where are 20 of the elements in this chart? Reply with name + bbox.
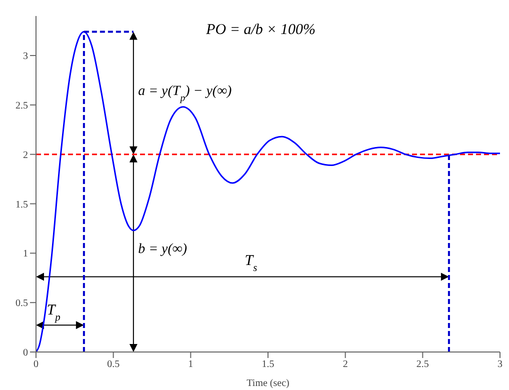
- x-tick-label: 2.5: [416, 359, 429, 370]
- y-tick-label: 0.5: [16, 298, 28, 310]
- annotation: T$_{s}$: [244, 253, 258, 274]
- y-tick-label: 0: [23, 348, 28, 359]
- x-tick-label: 0.5: [107, 359, 120, 370]
- y-tick-label: 1: [23, 248, 28, 260]
- annotation: PO = a/b × 100%: [205, 22, 316, 38]
- annotation: a = y(T$_{p}$) − y(∞): [138, 84, 232, 104]
- y-tick-label: 3: [23, 51, 28, 62]
- x-tick-label: 1: [188, 359, 194, 370]
- x-tick-label: 1.5: [262, 359, 274, 370]
- annotation: b = y(∞): [138, 242, 188, 258]
- y-tick-label: 1.5: [16, 199, 28, 210]
- y-tick-label: 2: [23, 150, 28, 161]
- x-axis-title: Time (sec): [246, 378, 290, 389]
- annotation: T$_{p}$: [46, 302, 60, 323]
- y-tick-label: 2.5: [16, 100, 28, 112]
- x-tick-label: 0: [34, 359, 38, 370]
- x-tick-label: 2: [342, 359, 348, 370]
- x-tick-label: 3: [498, 359, 502, 370]
